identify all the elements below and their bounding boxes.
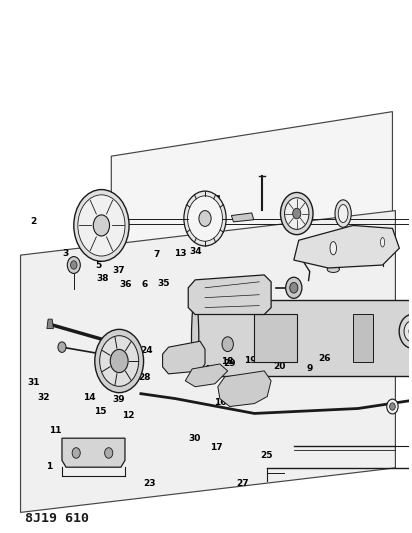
Polygon shape — [62, 438, 125, 467]
Text: 33: 33 — [198, 294, 210, 303]
Polygon shape — [47, 319, 54, 329]
Circle shape — [199, 211, 211, 227]
Circle shape — [105, 448, 113, 458]
Circle shape — [58, 342, 66, 352]
Text: 30: 30 — [188, 434, 201, 443]
Text: 3: 3 — [63, 249, 69, 258]
Circle shape — [187, 196, 222, 241]
Circle shape — [110, 350, 128, 373]
Polygon shape — [163, 341, 205, 374]
Text: 9: 9 — [307, 364, 313, 373]
Text: 18: 18 — [221, 357, 233, 366]
Ellipse shape — [192, 300, 199, 376]
Text: 4: 4 — [79, 212, 85, 221]
Circle shape — [293, 208, 301, 219]
Text: 25: 25 — [260, 451, 272, 460]
Ellipse shape — [381, 238, 385, 247]
Text: 6: 6 — [141, 280, 147, 289]
Text: 8J19 610: 8J19 610 — [25, 512, 89, 525]
Polygon shape — [232, 213, 254, 222]
Text: 22: 22 — [270, 346, 283, 356]
Polygon shape — [185, 364, 228, 387]
Text: 8: 8 — [234, 287, 241, 296]
Ellipse shape — [338, 205, 348, 222]
Circle shape — [184, 191, 226, 246]
Circle shape — [290, 282, 298, 293]
Text: 35: 35 — [157, 279, 170, 288]
Circle shape — [285, 198, 309, 229]
Text: 36: 36 — [119, 280, 132, 289]
Text: 21: 21 — [97, 366, 110, 375]
Ellipse shape — [330, 241, 337, 255]
Circle shape — [399, 314, 412, 348]
Text: 2: 2 — [30, 217, 36, 226]
Text: 11: 11 — [49, 425, 62, 434]
Text: 29: 29 — [223, 359, 236, 368]
Circle shape — [387, 399, 398, 414]
Circle shape — [410, 231, 412, 246]
Text: 15: 15 — [94, 407, 107, 416]
Text: 7: 7 — [153, 251, 159, 260]
Text: 34: 34 — [189, 247, 202, 256]
Circle shape — [390, 403, 395, 410]
Text: 32: 32 — [37, 393, 50, 402]
Text: 16: 16 — [214, 398, 227, 407]
Polygon shape — [353, 314, 372, 362]
Ellipse shape — [327, 266, 339, 272]
Circle shape — [100, 336, 139, 386]
Text: 38: 38 — [96, 273, 109, 282]
Circle shape — [78, 195, 125, 256]
Circle shape — [409, 327, 412, 336]
Circle shape — [67, 256, 80, 273]
Text: 24: 24 — [140, 346, 152, 356]
Circle shape — [72, 448, 80, 458]
Text: 37: 37 — [112, 266, 125, 275]
Ellipse shape — [335, 200, 351, 227]
Text: 39: 39 — [112, 395, 125, 404]
Text: 5: 5 — [95, 261, 101, 270]
Circle shape — [404, 321, 412, 342]
Polygon shape — [254, 314, 297, 362]
Text: 14: 14 — [83, 393, 96, 402]
Circle shape — [281, 192, 313, 235]
Circle shape — [222, 337, 233, 352]
Polygon shape — [294, 225, 399, 268]
Text: 23: 23 — [143, 479, 155, 488]
Text: 20: 20 — [273, 362, 286, 371]
Circle shape — [95, 329, 143, 393]
Text: 13: 13 — [174, 249, 187, 258]
Ellipse shape — [327, 237, 339, 259]
Text: 19: 19 — [243, 356, 256, 365]
Text: 28: 28 — [138, 373, 150, 382]
Circle shape — [74, 190, 129, 261]
Circle shape — [70, 261, 77, 269]
Polygon shape — [195, 300, 412, 376]
Text: 12: 12 — [122, 411, 134, 420]
Text: 1: 1 — [47, 463, 53, 471]
Polygon shape — [188, 275, 271, 314]
Text: 27: 27 — [236, 479, 249, 488]
Circle shape — [93, 215, 110, 236]
Text: 17: 17 — [210, 443, 222, 452]
Text: 26: 26 — [318, 354, 331, 364]
Text: 40: 40 — [204, 365, 216, 374]
Circle shape — [286, 277, 302, 298]
Text: 10: 10 — [226, 302, 239, 311]
Polygon shape — [218, 371, 271, 407]
Text: 31: 31 — [28, 378, 40, 387]
Ellipse shape — [378, 234, 387, 251]
Polygon shape — [21, 211, 396, 512]
Polygon shape — [111, 111, 393, 300]
